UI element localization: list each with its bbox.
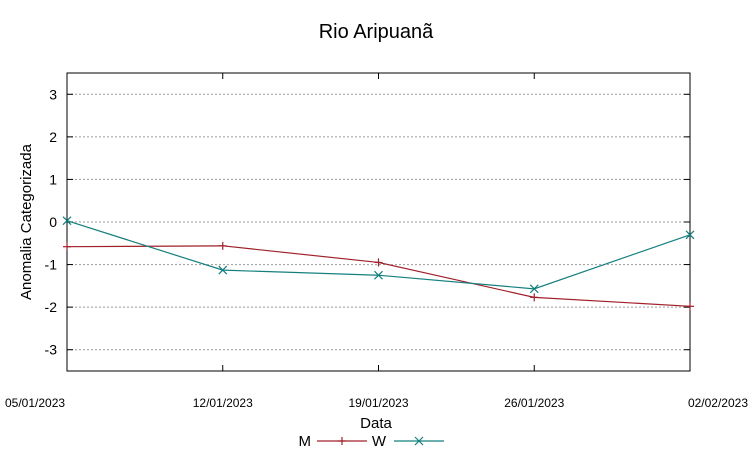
- marker-cross: [414, 436, 424, 446]
- y-tick-label: 3: [49, 86, 57, 102]
- y-tick-label: 1: [49, 171, 57, 187]
- x-tick-label: 05/01/2023: [5, 396, 65, 410]
- series-layer: [62, 216, 695, 311]
- y-axis: 3 2 1 0 -1 -2 -3: [45, 86, 690, 358]
- x-tick-label: 12/01/2023: [193, 396, 253, 410]
- marker-cross: [685, 230, 695, 240]
- data-point: [374, 270, 383, 280]
- marker-cross: [529, 284, 539, 294]
- legend-label: M: [299, 433, 312, 450]
- y-tick-label: 0: [49, 214, 57, 230]
- x-tick-label: 19/01/2023: [348, 396, 408, 410]
- data-point: [685, 230, 695, 240]
- marker-cross: [218, 265, 228, 275]
- data-point: [686, 302, 694, 311]
- x-axis-title: Data: [360, 415, 392, 432]
- series-line: [66, 220, 691, 290]
- y-axis-title: Anomalia Categorizada: [18, 143, 35, 300]
- legend-label: W: [372, 433, 387, 450]
- legend-entry: W: [372, 433, 444, 450]
- chart-title: Rio Aripuanã: [319, 21, 434, 43]
- data-point: [218, 241, 227, 250]
- data-point: [63, 242, 71, 251]
- data-point: [62, 216, 72, 226]
- data-point: [218, 265, 228, 275]
- marker-cross: [62, 216, 72, 226]
- x-tick-label: 02/02/2023: [688, 396, 748, 410]
- series-M: [63, 241, 694, 311]
- marker-cross: [374, 270, 383, 280]
- y-tick-label: 2: [49, 129, 57, 145]
- x-tick-label: 26/01/2023: [504, 396, 564, 410]
- legend-entry: M: [299, 433, 367, 450]
- grid-layer: [67, 93, 690, 351]
- y-tick-label: -1: [45, 257, 58, 273]
- y-tick-label: -3: [45, 342, 58, 358]
- data-point: [374, 258, 383, 267]
- x-axis: 05/01/2023 12/01/2023 19/01/2023 26/01/2023…: [5, 73, 748, 410]
- y-tick-label: -2: [45, 299, 58, 315]
- series-line: [66, 245, 691, 307]
- series-W: [62, 216, 695, 294]
- data-point: [529, 284, 539, 294]
- data-point: [530, 293, 539, 302]
